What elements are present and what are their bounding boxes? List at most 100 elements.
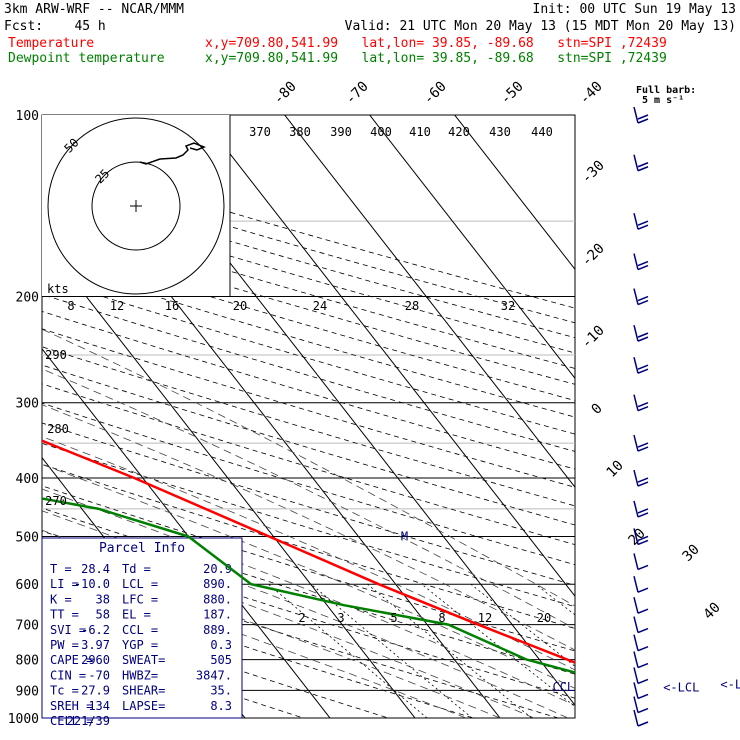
- parcel-label: LFC =: [122, 592, 158, 606]
- wind-barb-flag: [637, 295, 649, 302]
- parcel-label: TT =: [50, 608, 79, 622]
- parcel-label: CCL =: [122, 623, 158, 637]
- pressure-tick-label: 800: [16, 654, 39, 669]
- temperature-tick-label: -50: [498, 79, 527, 108]
- pressure-tick-label: 300: [16, 397, 39, 412]
- dry-adiabat: [42, 229, 575, 385]
- parcel-label: CELL =: [50, 714, 93, 728]
- parcel-value: 889.: [203, 623, 232, 637]
- pressure-tick-label: 900: [16, 684, 39, 699]
- parcel-value: 134: [88, 699, 110, 713]
- wind-barb-flag: [637, 299, 649, 306]
- wind-barb-flag: [637, 260, 649, 267]
- wind-barb-staff: [633, 634, 639, 651]
- hodograph-speed-label: 20: [233, 299, 247, 313]
- theta-label: 380: [289, 125, 311, 139]
- hodograph-speed-label: 24: [313, 299, 327, 313]
- parcel-value: 20.9: [203, 562, 232, 576]
- wind-barb-flag: [637, 645, 649, 652]
- parcel-label: YGP =: [122, 638, 158, 652]
- theta-label-lower: 270: [45, 494, 67, 508]
- level-annotation: CCL: [552, 680, 574, 694]
- wind-barb-flag: [637, 512, 649, 518]
- wind-barb-flag: [637, 662, 649, 669]
- theta-label: 400: [370, 125, 392, 139]
- wind-key-value: 5 m s⁻¹: [642, 95, 684, 106]
- hodograph-trace: [139, 142, 206, 165]
- parcel-label: T =: [50, 562, 72, 576]
- theta-label-lower: 290: [45, 348, 67, 362]
- dewpoint-legend-info: x,y=709.80,541.99 lat,lon= 39.85, -89.68…: [205, 51, 667, 66]
- model-title: 3km ARW-WRF -- NCAR/MMM: [4, 2, 185, 17]
- isotherm-line: [284, 115, 575, 489]
- wind-barb-staff: [633, 357, 639, 374]
- parcel-label: LI =: [50, 577, 79, 591]
- hodograph-units: kts: [47, 282, 69, 296]
- wind-barb-staff: [633, 154, 639, 171]
- wind-barb-flag: [637, 162, 649, 168]
- pressure-tick-label: 400: [16, 472, 39, 487]
- wind-barb-staff: [633, 253, 639, 270]
- mixing-ratio-label: 5: [390, 611, 397, 625]
- parcel-label: LAPSE=: [122, 699, 165, 713]
- mixing-ratio-label: 12: [478, 611, 492, 625]
- wind-barb-staff: [633, 616, 639, 633]
- pressure-tick-label: 700: [16, 619, 39, 634]
- wind-barb-staff: [633, 696, 639, 713]
- temperature-legend-info: x,y=709.80,541.99 lat,lon= 39.85, -89.68…: [205, 36, 667, 51]
- wind-barb-flag: [637, 336, 649, 342]
- parcel-label: K =: [50, 592, 72, 606]
- temperature-tick-label: 30: [680, 542, 703, 565]
- wind-barb-flag: [637, 364, 649, 370]
- wind-barb-staff: [633, 434, 639, 452]
- parcel-label: SVI =: [50, 623, 86, 637]
- parcel-value: 8.3: [210, 699, 232, 713]
- pressure-tick-label: 600: [16, 578, 39, 593]
- hodograph-speed-label: 16: [165, 299, 179, 313]
- parcel-value: 3847.: [196, 668, 232, 682]
- temperature-legend-label: Temperature: [8, 36, 95, 51]
- wind-key-title: Full barb:: [636, 85, 696, 96]
- parcel-value: 187.: [203, 608, 232, 622]
- parcel-value: 28.4: [81, 562, 110, 576]
- temperature-tick-label: -20: [579, 241, 608, 270]
- wind-barb-flag: [637, 678, 649, 685]
- dewpoint-profile: [42, 497, 575, 674]
- wind-barb-flag: [637, 608, 649, 614]
- parcel-label: LCL =: [122, 577, 158, 591]
- moist-adiabat: [42, 464, 575, 689]
- wind-barb-staff: [633, 528, 639, 545]
- temperature-tick-label: -40: [577, 79, 606, 108]
- hodograph-ring: [47, 117, 225, 295]
- wind-barb-flag: [637, 539, 649, 546]
- moist-adiabat: [42, 563, 467, 718]
- wind-barb-flag: [637, 477, 649, 483]
- temperature-tick-label: -70: [343, 79, 372, 108]
- wind-barb-flag: [637, 264, 649, 271]
- isotherm-line: [369, 115, 575, 380]
- wind-barb-flag: [637, 166, 649, 172]
- wind-barb-staff: [633, 576, 639, 593]
- theta-label: 390: [330, 125, 352, 139]
- wind-barb-staff: [633, 709, 639, 727]
- wind-barb-staff: [633, 682, 639, 699]
- parcel-label: Td =: [122, 562, 151, 576]
- theta-label: 420: [448, 125, 470, 139]
- parcel-label: PW =: [50, 638, 79, 652]
- pressure-tick-label: 500: [16, 530, 39, 545]
- wind-barb-flag: [637, 224, 649, 230]
- mixing-ratio-label: 8: [438, 611, 445, 625]
- dry-adiabat: [42, 463, 575, 629]
- level-annotation: <-LFC: [720, 678, 740, 692]
- wind-barb-staff: [633, 106, 639, 124]
- isotherm-line: [42, 347, 331, 718]
- parcel-value: 27.9: [81, 684, 110, 698]
- parcel-label: HWBZ=: [122, 668, 158, 682]
- temperature-tick-label: 40: [701, 600, 724, 623]
- wind-barb-flag: [637, 564, 649, 571]
- parcel-info-title: Parcel Info: [99, 541, 185, 556]
- wind-barb-flag: [637, 535, 649, 542]
- wind-barb-flag: [637, 481, 649, 487]
- hodograph-ring: [91, 161, 181, 251]
- moist-adiabat: [42, 436, 575, 671]
